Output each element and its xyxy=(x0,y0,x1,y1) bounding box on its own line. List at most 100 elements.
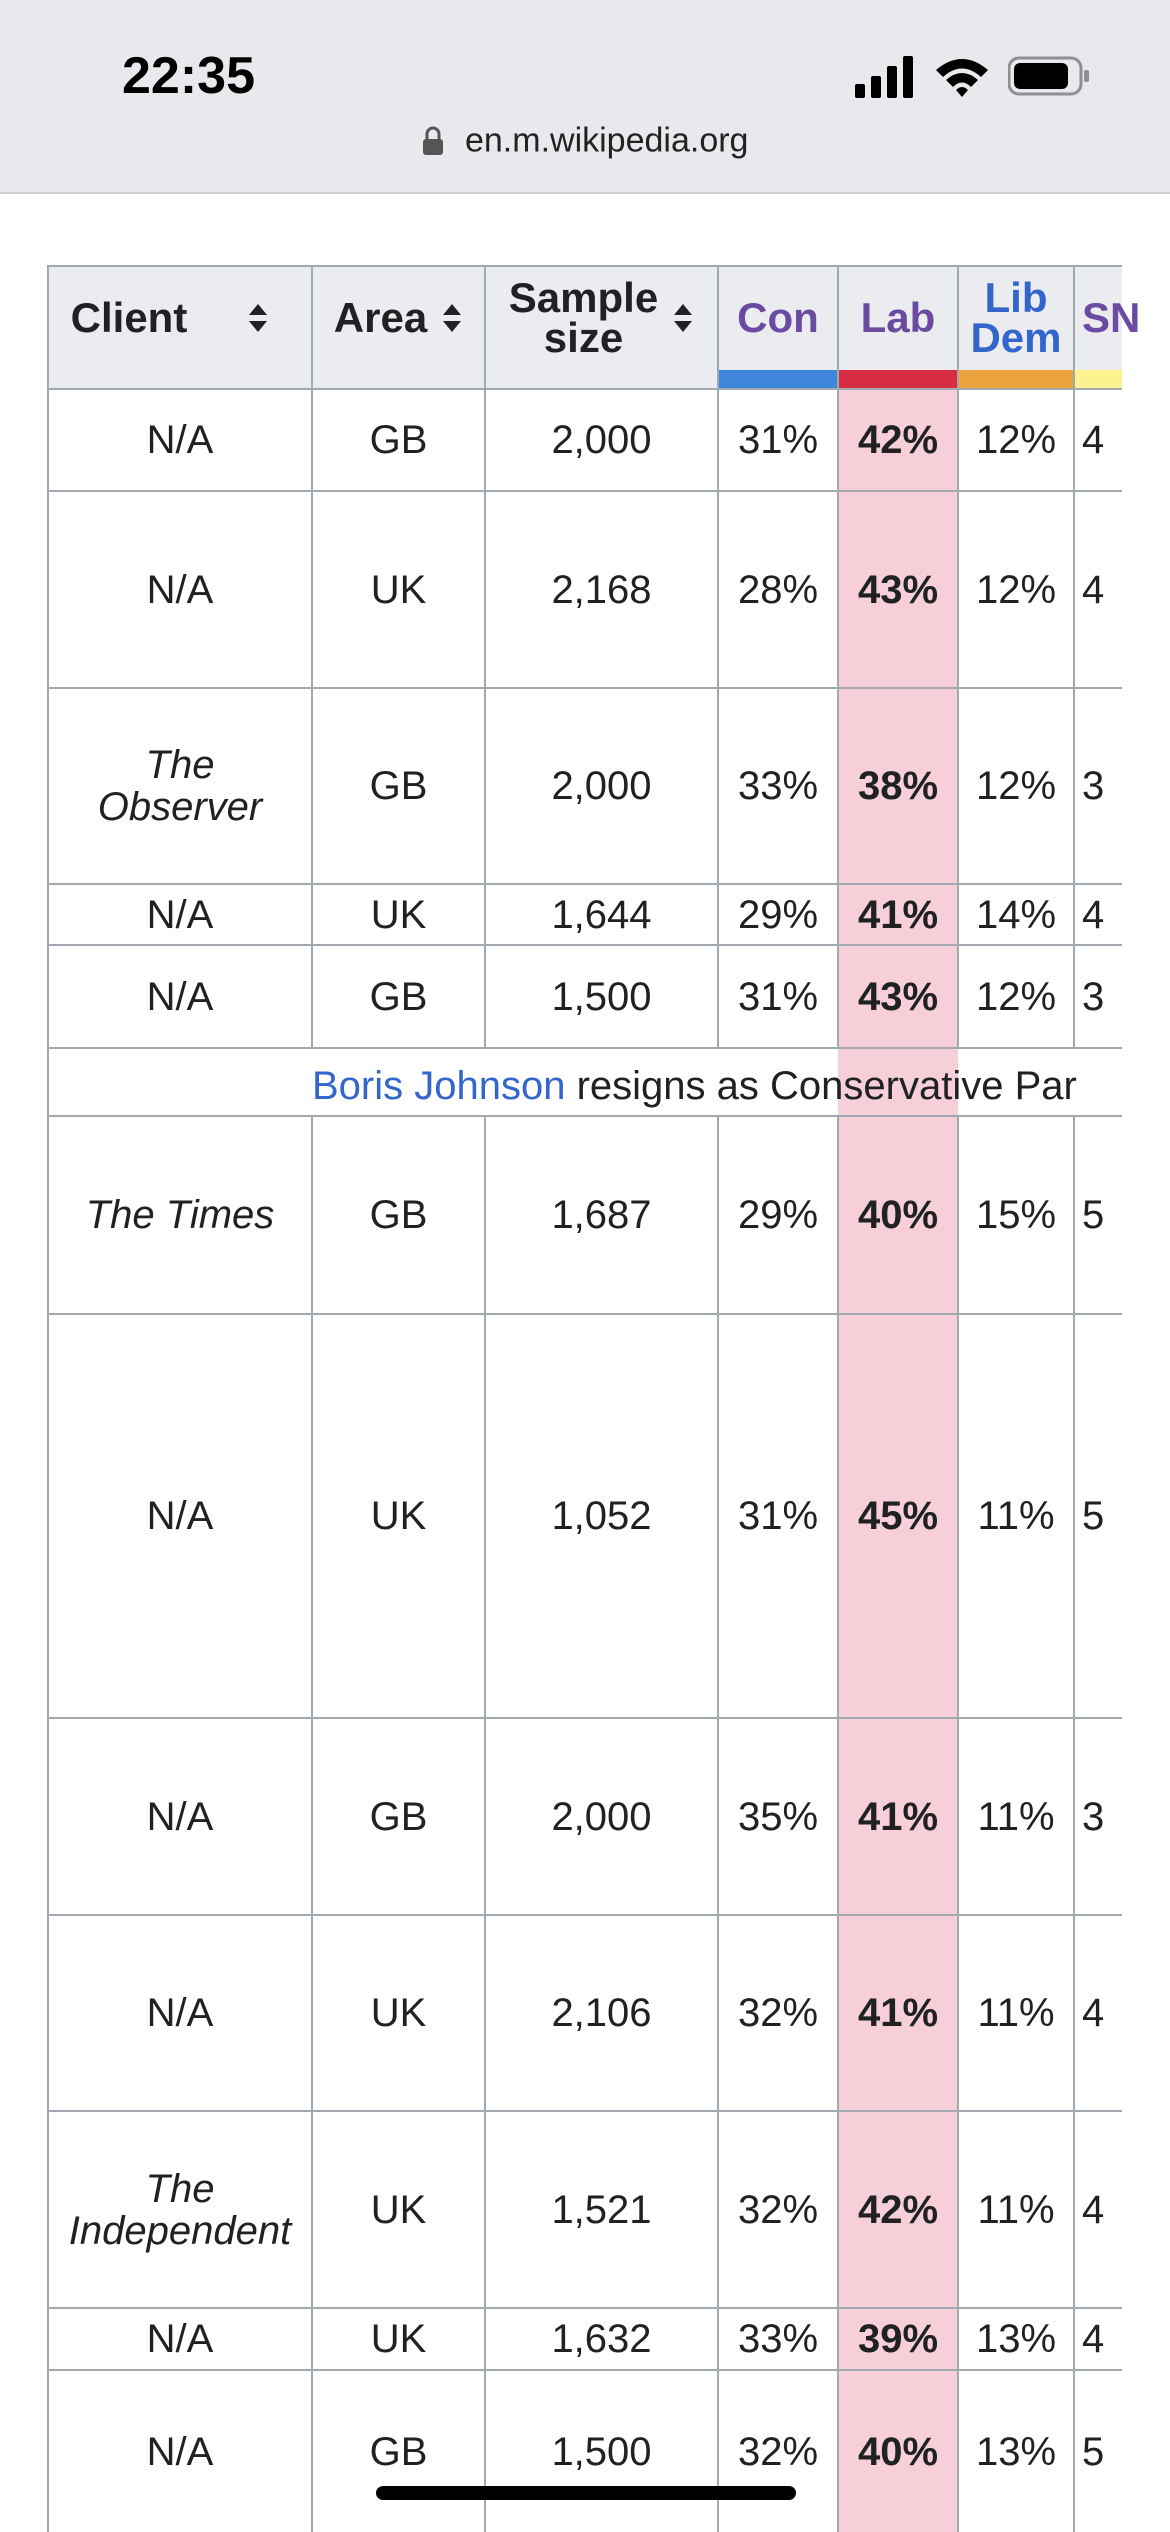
cell-area: UK xyxy=(312,1916,485,2110)
cell-value-area: UK xyxy=(370,2187,427,2232)
cell-value-snp: 3 xyxy=(1082,764,1105,808)
cell-value-client: N/A xyxy=(146,892,214,937)
cell-value-area: GB xyxy=(369,1794,428,1839)
cell-value-con: 28% xyxy=(737,567,819,612)
header-snp[interactable]: SN xyxy=(1082,266,1142,370)
cell-value-sample: 1,500 xyxy=(551,974,652,1019)
cell-value-sample: 1,500 xyxy=(551,2429,652,2474)
cell-libdem: 12% xyxy=(958,689,1074,883)
cell-snp: 5 xyxy=(1082,2371,1142,2532)
cell-snp: 5 xyxy=(1082,1117,1142,1313)
cell-sample: 1,052 xyxy=(485,1315,718,1717)
cell-value-snp: 3 xyxy=(1082,974,1105,1019)
row-divider xyxy=(48,1047,1122,1049)
cell-snp: 4 xyxy=(1082,492,1142,687)
sort-icon[interactable] xyxy=(247,302,269,334)
column-divider xyxy=(484,265,486,1047)
header-area[interactable]: Area xyxy=(312,266,485,370)
cell-value-lab: 39% xyxy=(857,2317,939,2361)
cell-value-con: 35% xyxy=(737,1794,819,1839)
sort-icon[interactable] xyxy=(672,302,694,334)
client-name-line: Independent xyxy=(68,2208,292,2253)
address-bar[interactable]: en.m.wikipedia.org xyxy=(0,120,1170,176)
cell-client: N/A xyxy=(48,1916,312,2110)
cell-value-sample: 2,106 xyxy=(551,1991,652,2035)
cell-client: N/A xyxy=(48,2309,312,2369)
snp-color-bar xyxy=(1074,370,1122,388)
row-divider xyxy=(48,944,1122,946)
cell-libdem: 11% xyxy=(958,2112,1074,2307)
cell-client: The Independent xyxy=(48,2112,312,2307)
cell-libdem: 12% xyxy=(958,390,1074,490)
sort-icon[interactable] xyxy=(441,302,463,334)
cell-value-lab: 42% xyxy=(857,418,939,462)
cell-value-snp: 5 xyxy=(1082,1494,1105,1538)
header-client[interactable]: Client xyxy=(48,266,312,370)
cell-client: N/A xyxy=(48,2371,312,2532)
cell-libdem: 14% xyxy=(958,885,1074,944)
table-header-background xyxy=(48,266,1122,388)
event-text: resigns as Conservative Par xyxy=(565,1063,1077,1108)
status-time: 22:35 xyxy=(122,47,255,105)
row-divider xyxy=(48,1914,1122,1916)
cell-con: 35% xyxy=(718,1719,838,1914)
wifi-icon xyxy=(936,59,988,97)
header-libdem-label-1: Lib xyxy=(984,274,1048,321)
header-sample-size[interactable]: Sample size xyxy=(485,266,718,370)
cell-value-con: 33% xyxy=(737,2317,819,2361)
cell-client: N/A xyxy=(48,885,312,944)
header-libdem-label-2: Dem xyxy=(970,314,1062,361)
cell-sample: 1,687 xyxy=(485,1117,718,1313)
cell-value-sample: 1,644 xyxy=(551,892,652,937)
cell-value-client: N/A xyxy=(146,1991,214,2035)
client-name-line: The xyxy=(145,2166,215,2211)
header-con[interactable]: Con xyxy=(718,266,838,370)
cell-client: N/A xyxy=(48,492,312,687)
column-divider xyxy=(1073,265,1075,1047)
cell-lab: 40% xyxy=(838,2371,958,2532)
column-divider xyxy=(311,265,313,1047)
cell-value-con: 33% xyxy=(737,764,819,808)
header-libdem[interactable]: Lib Dem xyxy=(958,266,1074,370)
cell-value-area: UK xyxy=(370,892,427,937)
cell-libdem: 13% xyxy=(958,2371,1074,2532)
cell-snp: 4 xyxy=(1082,2112,1142,2307)
event-link-boris-johnson[interactable]: Boris Johnson xyxy=(312,1063,566,1108)
cell-libdem: 15% xyxy=(958,1117,1074,1313)
column-divider xyxy=(717,265,719,1047)
cell-value-libdem: 11% xyxy=(977,1991,1055,2035)
cell-value-lab: 41% xyxy=(857,892,939,937)
cell-value-snp: 4 xyxy=(1082,892,1105,937)
cell-value-libdem: 15% xyxy=(975,1193,1057,1237)
home-indicator[interactable] xyxy=(376,2486,796,2500)
cell-lab: 41% xyxy=(838,1719,958,1914)
cell-value-area: GB xyxy=(369,1193,428,1237)
cell-sample: 1,632 xyxy=(485,2309,718,2369)
header-lab[interactable]: Lab xyxy=(838,266,958,370)
header-sample-label-1: Sample xyxy=(508,274,659,321)
cell-value-snp: 4 xyxy=(1082,418,1105,462)
row-divider xyxy=(48,265,1122,267)
cell-lab: 43% xyxy=(838,492,958,687)
cell-snp: 3 xyxy=(1082,689,1142,883)
cell-sample: 2,000 xyxy=(485,390,718,490)
battery-icon xyxy=(1008,56,1089,96)
cell-area: UK xyxy=(312,2309,485,2369)
cell-value-con: 29% xyxy=(737,892,819,937)
cell-con: 31% xyxy=(718,390,838,490)
cell-libdem: 11% xyxy=(958,1315,1074,1717)
cell-value-client: The Times xyxy=(85,1193,275,1237)
con-color-bar xyxy=(718,370,838,388)
cell-value-libdem: 11% xyxy=(977,1794,1055,1839)
cell-value-sample: 1,632 xyxy=(551,2317,652,2361)
cell-snp: 4 xyxy=(1082,390,1142,490)
column-divider xyxy=(1073,1115,1075,2532)
cell-value-client: N/A xyxy=(146,2429,214,2474)
libdem-color-bar xyxy=(958,370,1074,388)
cell-con: 31% xyxy=(718,1315,838,1717)
column-divider xyxy=(47,265,49,2532)
row-divider xyxy=(48,490,1122,492)
row-divider xyxy=(48,1115,1122,1117)
cell-value-lab: 41% xyxy=(857,1794,939,1839)
cell-value-client: N/A xyxy=(146,974,214,1019)
